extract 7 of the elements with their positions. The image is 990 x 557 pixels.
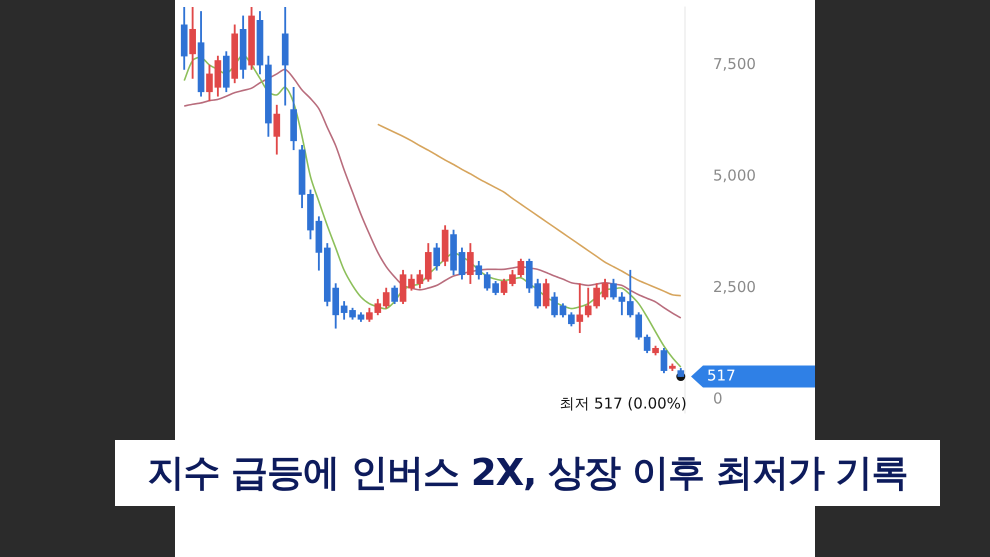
y-tick-label: 5,000 bbox=[713, 166, 756, 184]
text: 지수 급등에 인버스 2X, 상장 이후 최저가 기록 bbox=[115, 440, 940, 506]
y-tick-label: 0 bbox=[713, 390, 723, 408]
y-tick-label: 2,500 bbox=[713, 278, 756, 296]
y-tick-label: 7,500 bbox=[713, 54, 756, 73]
annotation: 최저 517 (0.00%) bbox=[559, 394, 687, 412]
text: 517 bbox=[707, 366, 736, 384]
